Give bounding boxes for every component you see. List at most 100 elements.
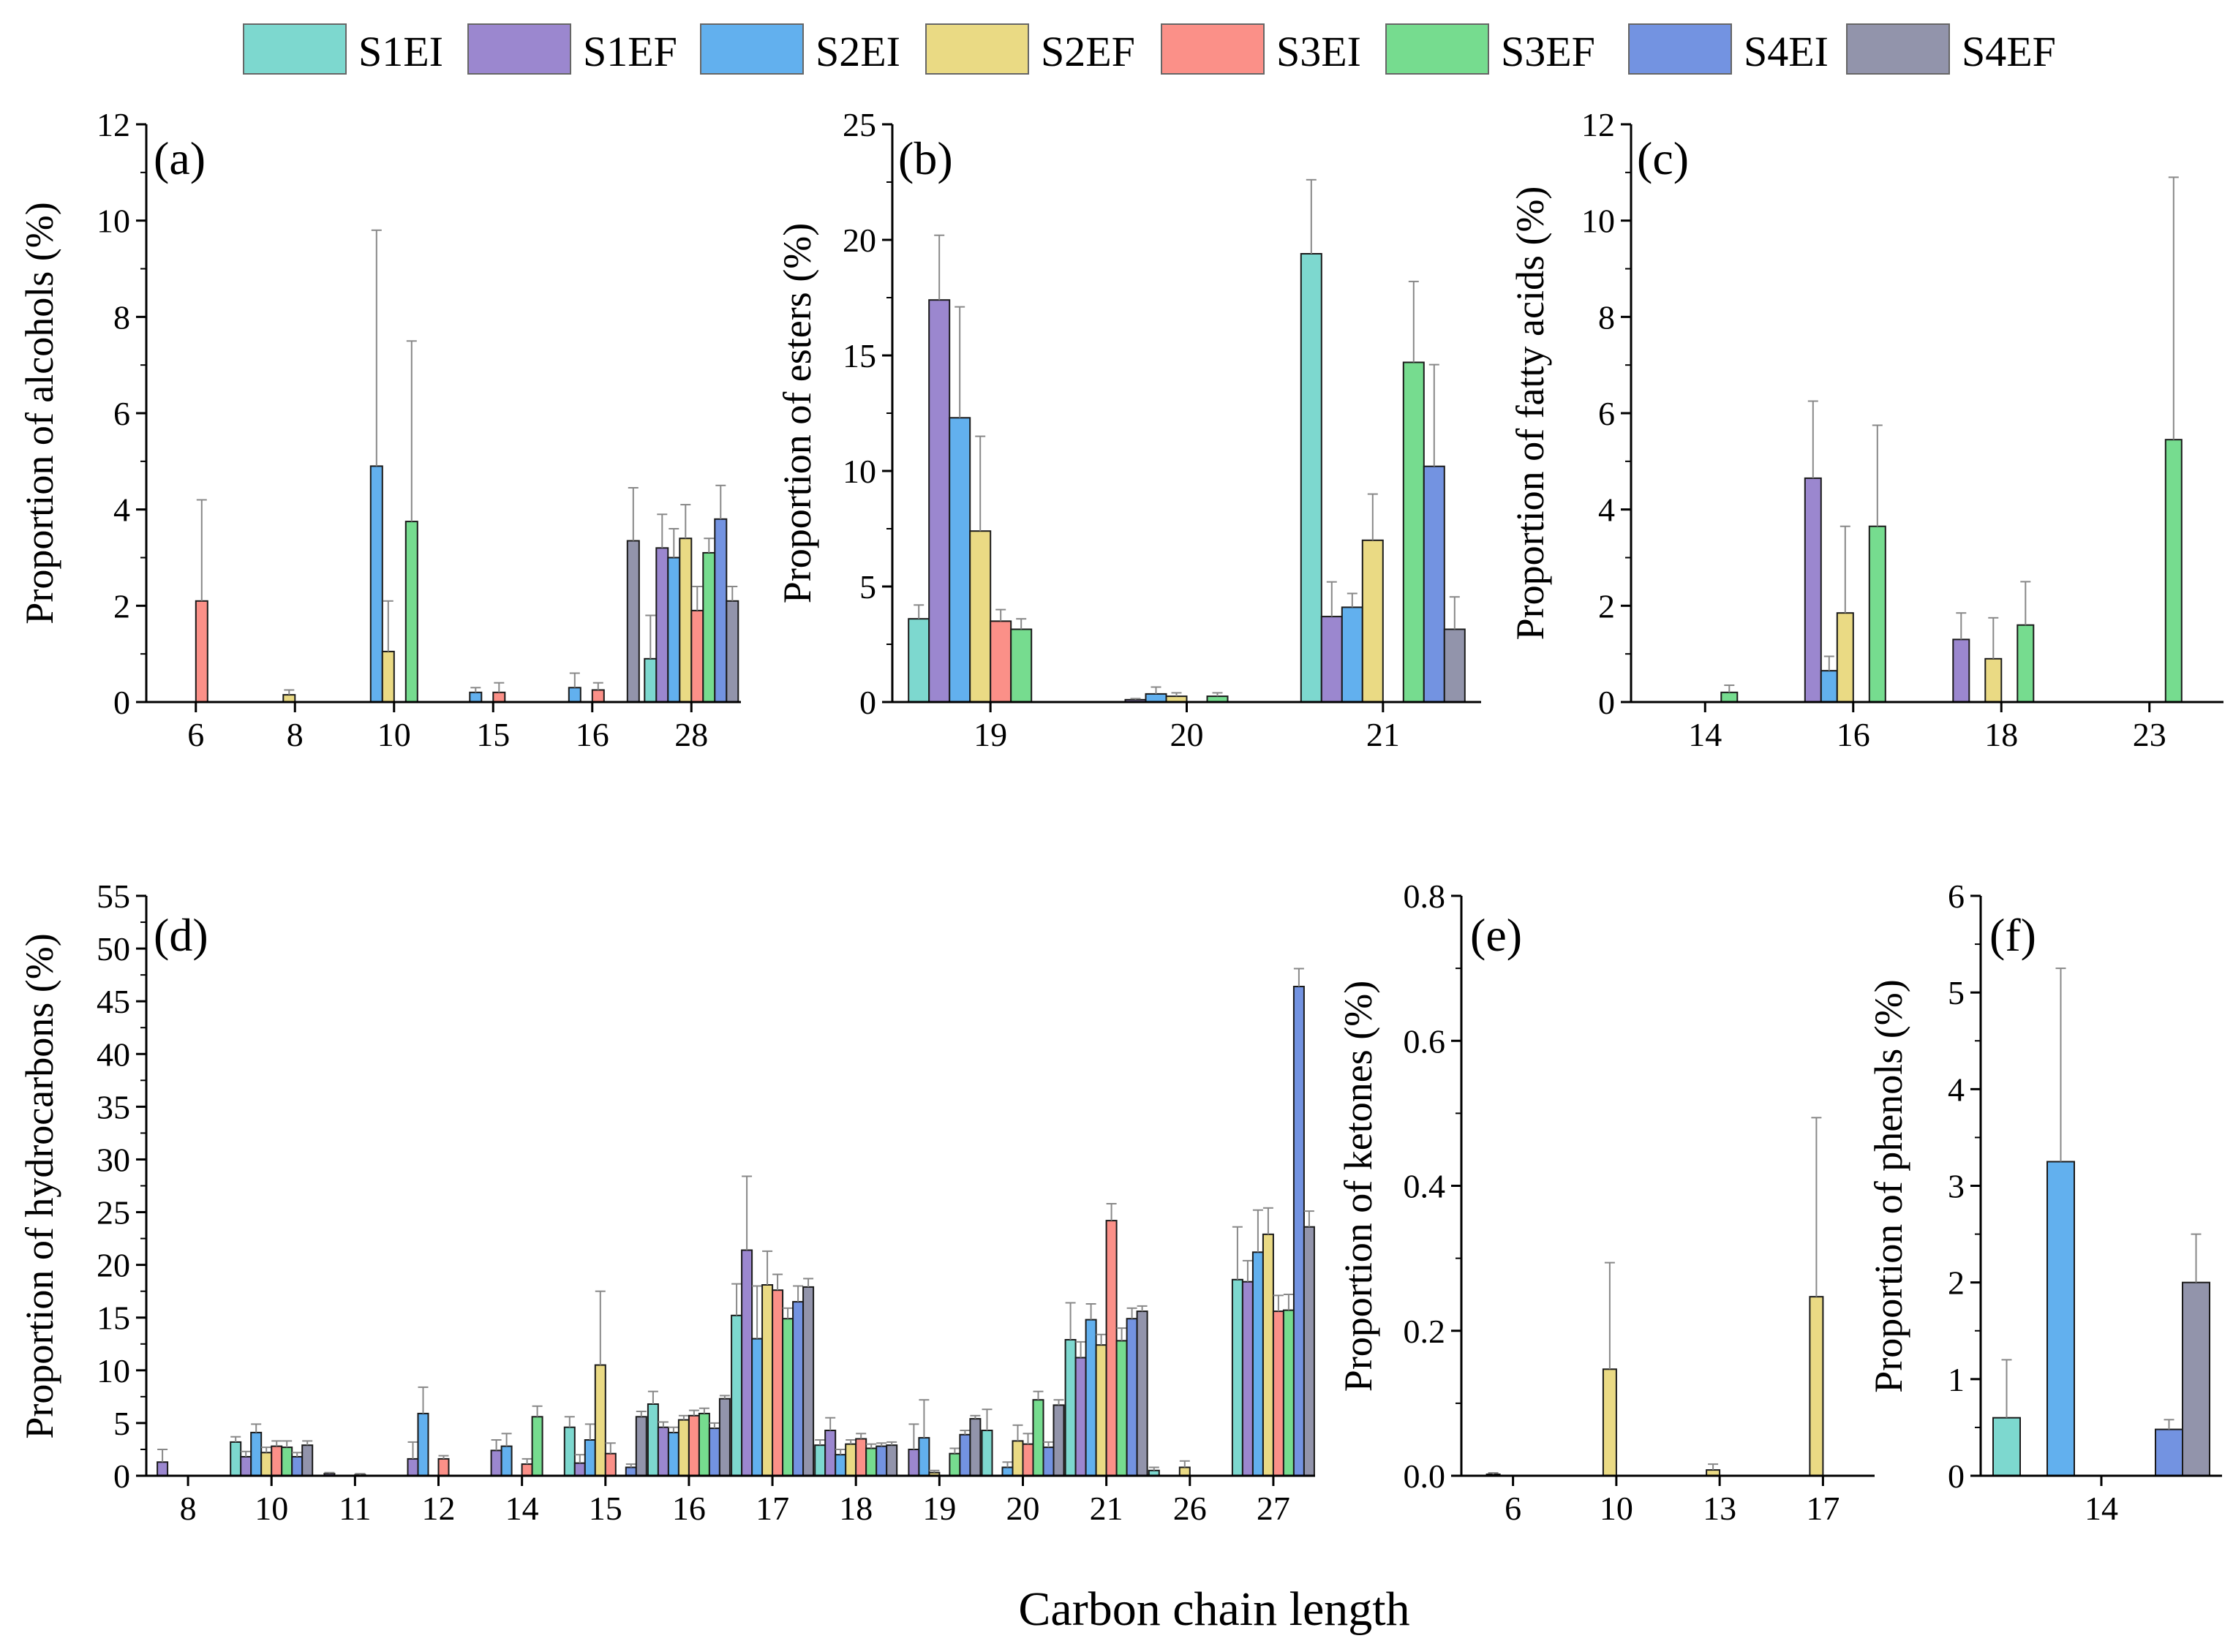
y-tick-label-d: 25 — [97, 1194, 130, 1232]
panel-label-f: (f) — [1989, 909, 2036, 961]
y-tick-label-a: 0 — [113, 684, 130, 721]
y-tick-label-e: 0.2 — [1404, 1313, 1446, 1350]
x-tick-label-d: 17 — [756, 1490, 789, 1527]
bar-d-s3ef-27 — [1282, 1309, 1295, 1476]
bar-d-s2ei-18 — [835, 1454, 847, 1476]
y-tick-label-f: 6 — [1948, 878, 1965, 915]
bar-d-s4ei-20 — [1042, 1447, 1055, 1476]
bar-d-s3ei-18 — [855, 1438, 867, 1476]
bar-a-s2ei-10 — [369, 465, 383, 704]
legend-label-s1ef: S1EF — [583, 28, 677, 75]
bar-d-s4ei-15 — [625, 1466, 637, 1476]
bar-b-s1ef-19 — [928, 299, 951, 703]
legend-label-s3ef: S3EF — [1501, 28, 1595, 75]
y-tick-label-a: 4 — [113, 491, 130, 529]
legend: S1EI S1EF S2EI S2EF S3EI S3EF S4EI S4EF — [243, 23, 2056, 75]
bar-d-s3ef-10 — [281, 1447, 293, 1476]
legend-swatch-s3ei — [1161, 23, 1265, 75]
bar-d-s3ei-15 — [604, 1452, 617, 1476]
x-tick-label-e: 17 — [1806, 1490, 1840, 1527]
bar-a-s4ef-28 — [726, 600, 739, 704]
bar-d-s2ei-14 — [500, 1445, 513, 1476]
x-tick-label-d: 15 — [589, 1490, 622, 1527]
bar-a-s3ei-6 — [195, 600, 208, 704]
bar-c-s2ei-16 — [1820, 670, 1838, 704]
legend-label-s4ei: S4EI — [1744, 28, 1829, 75]
bar-f-s4ei-14 — [2155, 1428, 2183, 1476]
bar-a-s2ei-16 — [568, 687, 581, 704]
bar-d-s4ei-21 — [1126, 1318, 1138, 1476]
bar-f-s4ef-14 — [2182, 1281, 2210, 1476]
panel-a-alcohols: 0 2 4 6 8 10 12 6 8 10 15 16 28 Proportion of alcohol… — [18, 106, 741, 753]
y-tick-label-f: 0 — [1948, 1457, 1965, 1495]
bar-d-s2ei-21 — [1085, 1319, 1097, 1476]
legend-label-s1ei: S1EI — [358, 28, 443, 75]
x-tick-label-c: 23 — [2133, 716, 2166, 753]
y-tick-label-e: 0.4 — [1404, 1168, 1446, 1205]
y-tick-label-e: 0.0 — [1404, 1457, 1446, 1495]
legend-swatch-s2ef — [925, 23, 1029, 75]
panel-label-c: (c) — [1637, 132, 1689, 184]
bar-d-s3ef-18 — [865, 1447, 878, 1476]
x-tick-label-b: 19 — [974, 716, 1007, 753]
x-tick-label-a: 10 — [377, 716, 411, 753]
y-axis-title-e: Proportion of ketones (%) — [1336, 981, 1380, 1392]
bar-d-s3ei-20 — [1022, 1443, 1034, 1476]
bar-d-s4ei-19 — [959, 1433, 971, 1477]
bar-d-s1ei-18 — [814, 1444, 826, 1476]
x-tick-label-a: 6 — [187, 716, 204, 753]
y-tick-label-d: 10 — [97, 1352, 130, 1389]
bar-d-s3ei-27 — [1272, 1310, 1284, 1476]
y-tick-label-d: 45 — [97, 983, 130, 1020]
x-tick-label-d: 11 — [339, 1490, 371, 1527]
y-tick-label-b: 0 — [859, 684, 876, 721]
bar-d-s4ei-16 — [708, 1427, 720, 1476]
bar-d-s2ef-21 — [1095, 1344, 1107, 1476]
bar-d-s1ei-20 — [981, 1430, 993, 1476]
bar-d-s3ei-10 — [271, 1445, 283, 1476]
bar-d-s2ei-19 — [918, 1437, 930, 1476]
bar-d-s4ef-20 — [1053, 1404, 1065, 1477]
bar-d-s1ef-19 — [908, 1449, 920, 1476]
bar-d-s4ei-10 — [291, 1456, 304, 1476]
bar-d-s2ef-26 — [1178, 1466, 1191, 1476]
panel-label-b: (b) — [898, 132, 953, 184]
bar-d-s2ef-27 — [1262, 1233, 1274, 1477]
bar-d-s3ef-16 — [698, 1412, 710, 1477]
y-tick-label-c: 2 — [1598, 587, 1615, 625]
x-tick-label-f: 14 — [2085, 1490, 2118, 1527]
y-axis-title-d: Proportion of hydrocarbons (%) — [18, 933, 61, 1438]
bar-d-s2ef-10 — [260, 1452, 273, 1477]
panel-label-a: (a) — [154, 132, 206, 184]
bar-d-s1ef-21 — [1074, 1357, 1087, 1476]
x-tick-label-d: 21 — [1090, 1490, 1123, 1527]
y-tick-label-b: 15 — [843, 337, 876, 374]
bar-d-s3ef-14 — [531, 1416, 543, 1477]
bar-d-s1ef-16 — [657, 1426, 669, 1476]
y-tick-label-f: 3 — [1948, 1168, 1965, 1205]
legend-swatch-s4ef — [1846, 23, 1950, 75]
bar-d-s4ef-16 — [718, 1398, 731, 1476]
y-tick-label-d: 30 — [97, 1141, 130, 1178]
y-tick-label-a: 6 — [113, 395, 130, 432]
bar-b-s2ef-21 — [1361, 539, 1384, 703]
bar-b-s1ei-19 — [908, 618, 930, 704]
panel-c-fatty-acids: 0 2 4 6 8 10 12 14 16 18 23 Proportion of fatty aci… — [1508, 106, 2223, 753]
bar-d-s1ei-27 — [1231, 1278, 1243, 1477]
bar-d-s1ei-15 — [563, 1426, 576, 1476]
bar-b-s2ei-20 — [1145, 693, 1167, 704]
bar-d-s3ei-14 — [521, 1463, 533, 1476]
x-tick-label-b: 20 — [1170, 716, 1204, 753]
bar-b-s3ei-19 — [990, 620, 1012, 704]
bar-a-s3ei-28 — [690, 609, 704, 704]
x-tick-label-d: 20 — [1006, 1490, 1040, 1527]
bar-c-s1ef-16 — [1804, 477, 1822, 704]
legend-swatch-s4ei — [1628, 23, 1732, 75]
y-tick-label-f: 4 — [1948, 1071, 1965, 1108]
global-x-axis-label: Carbon chain length — [1018, 1583, 1409, 1636]
bar-b-s4ef-21 — [1443, 628, 1466, 703]
bar-d-s1ef-17 — [741, 1249, 753, 1476]
y-tick-label-d: 50 — [97, 930, 130, 968]
panel-d-hydrocarbons: 0 5 10 15 20 25 30 35 40 45 50 55 8 10 11 12 14 15 16 17 18 1… — [18, 878, 1315, 1527]
